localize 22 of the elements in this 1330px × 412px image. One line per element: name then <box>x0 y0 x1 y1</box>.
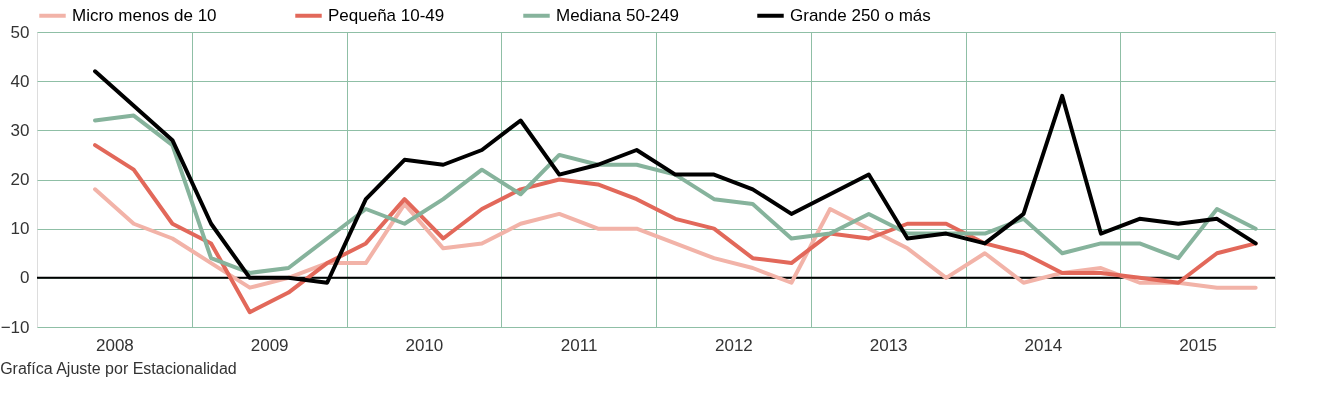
x-tick-label: 2014 <box>1024 335 1063 355</box>
x-tick-label: 2009 <box>250 335 289 355</box>
y-tick-label: 30 <box>10 120 30 140</box>
x-tick-label: 2008 <box>95 335 134 355</box>
x-tick-label: 2011 <box>560 335 598 355</box>
y-tick-label: 10 <box>10 219 30 239</box>
legend-label: Grande 250 o más <box>790 5 931 25</box>
legend-label: Pequeña 10-49 <box>328 5 445 25</box>
y-tick-label: 50 <box>10 22 30 42</box>
x-tick-label: 2013 <box>869 335 908 355</box>
y-tick-label: 0 <box>20 268 30 288</box>
line-series <box>93 187 1258 290</box>
x-tick-label: 2010 <box>405 335 444 355</box>
x-tick-label: 2012 <box>714 335 753 355</box>
text: Grafíca Ajuste por Estacionalidad <box>0 360 237 377</box>
x-tick-label: 2015 <box>1179 335 1218 355</box>
legend-label: Mediana 50-249 <box>556 5 679 25</box>
y-tick-label: 20 <box>10 170 30 189</box>
line-series <box>93 143 1258 315</box>
y-tick-label: −10 <box>0 317 30 337</box>
legend-label: Micro menos de 10 <box>72 5 217 25</box>
y-tick-label: 40 <box>10 71 30 91</box>
